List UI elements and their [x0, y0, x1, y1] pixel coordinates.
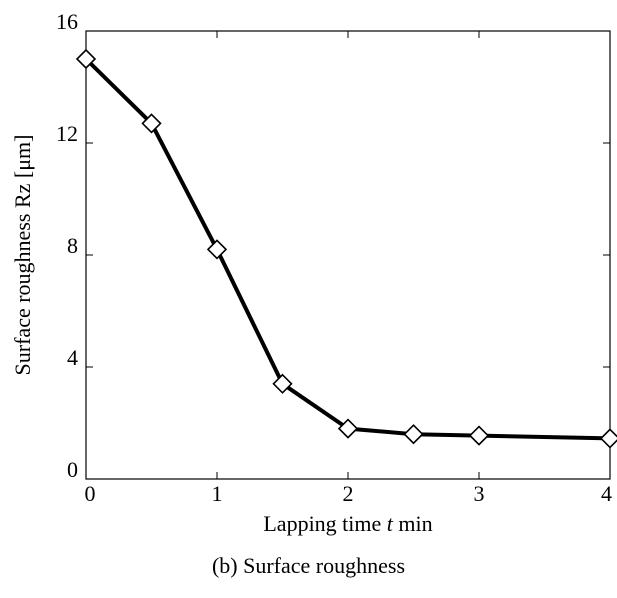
- data-point-marker: [337, 418, 359, 439]
- plot-frame: [85, 30, 611, 480]
- y-tick-label: 16: [56, 9, 78, 34]
- y-tick-labels: 0 4 8 12 16: [56, 9, 78, 482]
- tick-marks: [85, 30, 611, 480]
- y-tick-label: 4: [67, 345, 78, 370]
- x-tick-label: 0: [85, 481, 96, 506]
- data-point-marker: [403, 424, 424, 445]
- data-point-marker: [75, 48, 97, 70]
- y-tick-label: 0: [67, 457, 78, 482]
- x-axis-label: Lapping time t min: [263, 511, 432, 536]
- series-line: [84, 57, 611, 441]
- data-point-marker: [141, 113, 162, 134]
- y-axis-label: Surface roughness Rz [μm]: [10, 135, 35, 376]
- x-tick-label: 2: [343, 481, 354, 506]
- x-tick-labels: 0 1 2 3 4: [85, 481, 613, 506]
- data-markers: [75, 48, 617, 449]
- y-tick-label: 8: [67, 233, 78, 258]
- data-point-marker: [599, 428, 617, 449]
- x-tick-label: 4: [601, 481, 612, 506]
- data-point-marker: [468, 425, 490, 446]
- data-point-marker: [272, 373, 293, 394]
- x-tick-label: 3: [474, 481, 485, 506]
- figure-caption: (b) Surface roughness: [211, 553, 406, 578]
- data-point-marker: [206, 239, 228, 260]
- x-tick-label: 1: [212, 481, 223, 506]
- y-tick-label: 12: [56, 121, 78, 146]
